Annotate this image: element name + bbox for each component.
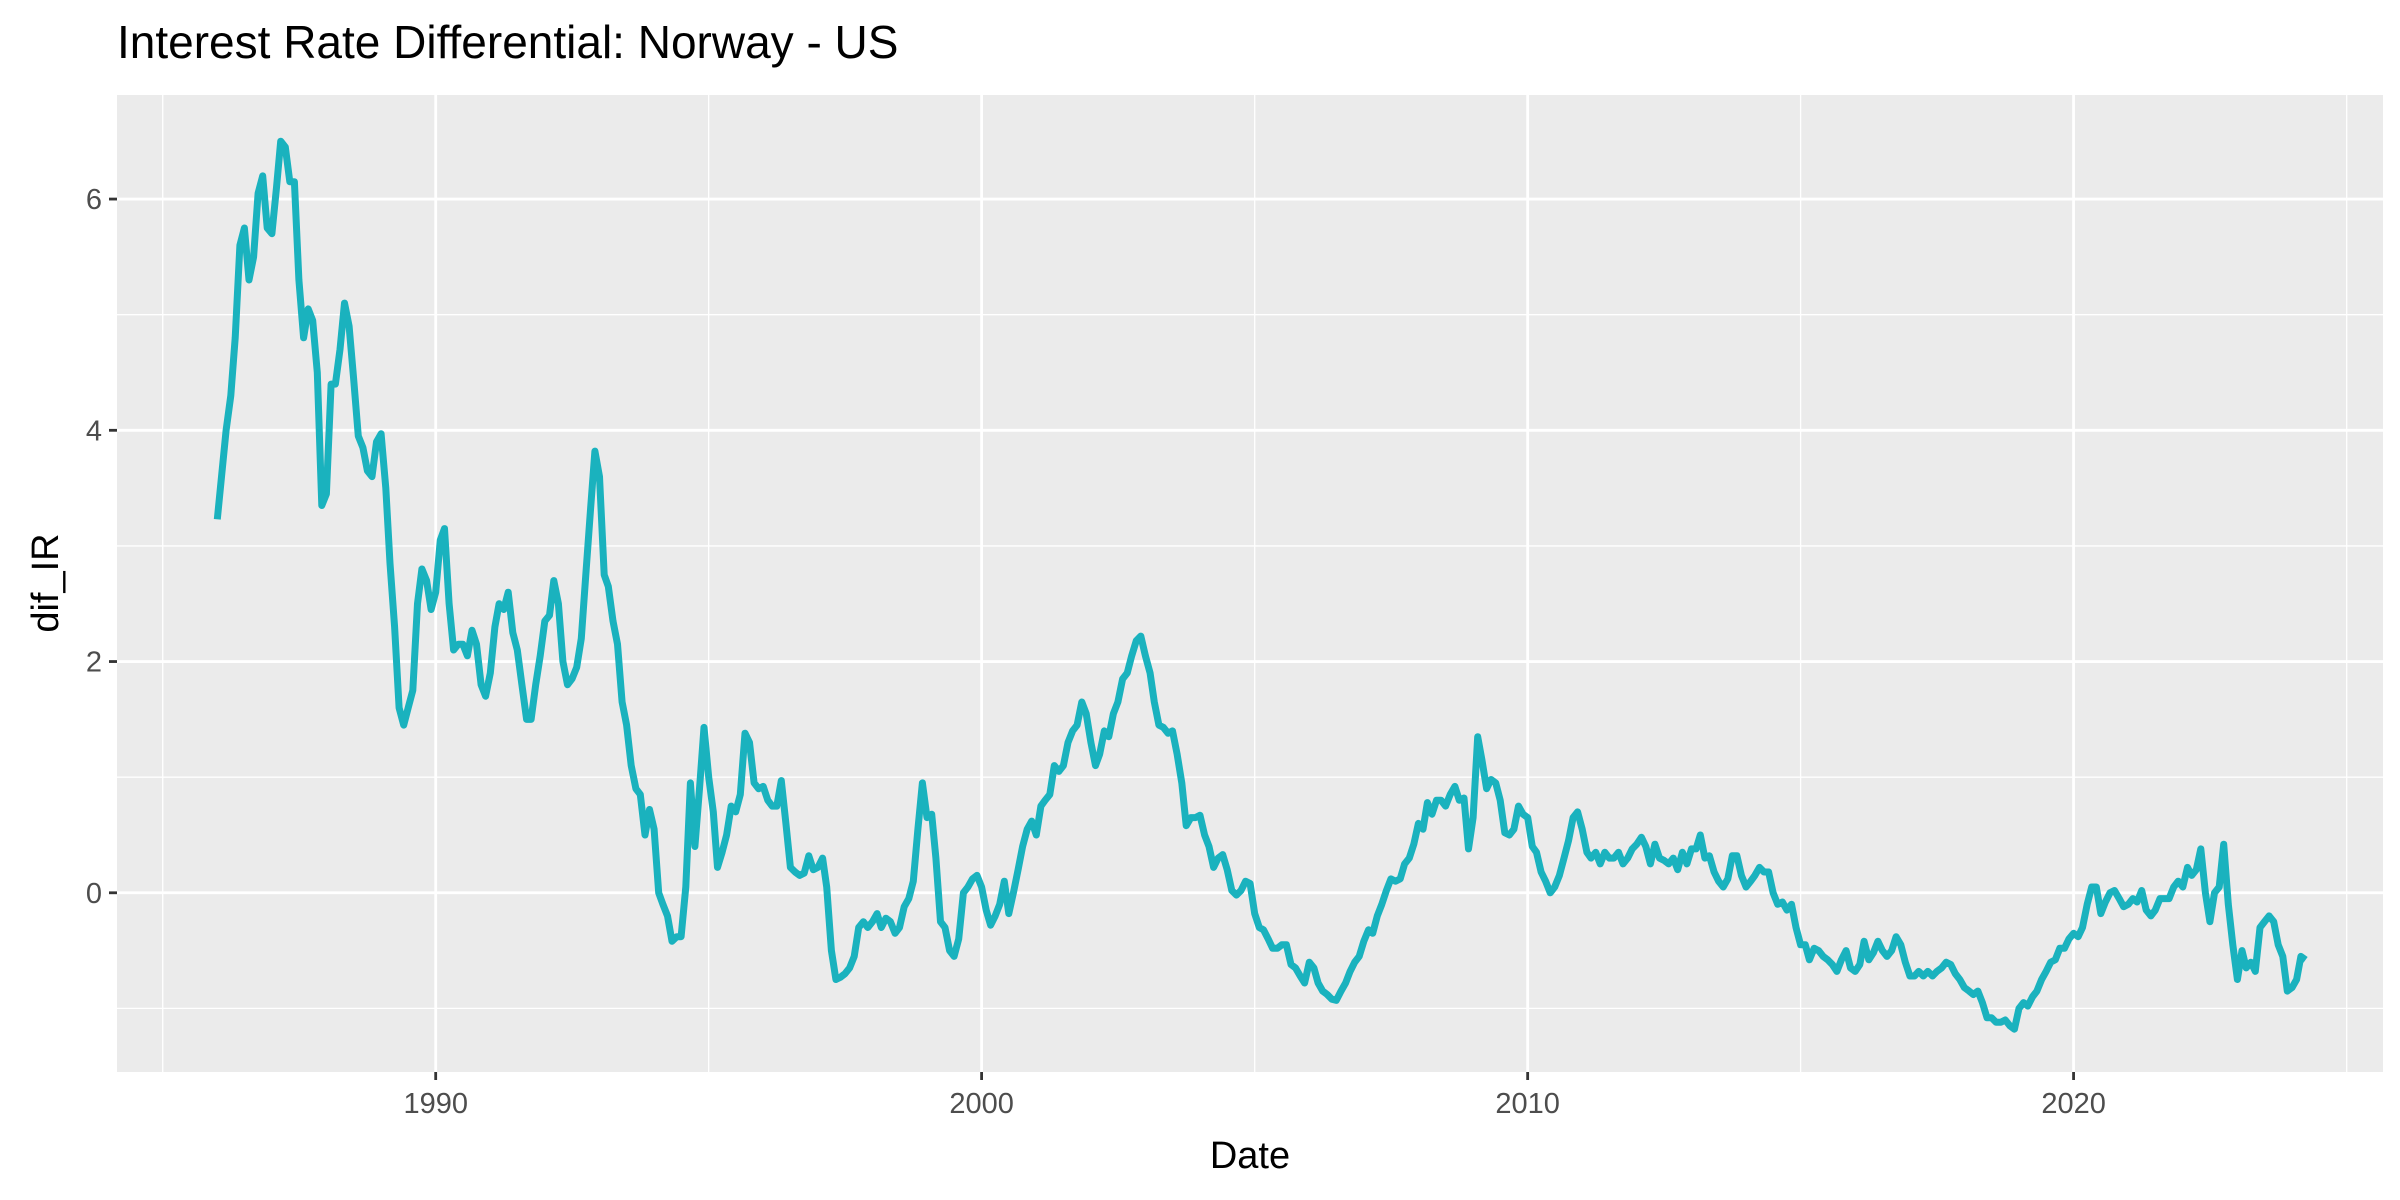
x-tick-label: 2020 xyxy=(2041,1088,2106,1120)
x-axis: 1990 2000 2010 2020 xyxy=(403,1072,2106,1120)
y-tick-label: 2 xyxy=(86,647,102,679)
x-axis-title: Date xyxy=(1210,1135,1290,1177)
x-tick-label: 1990 xyxy=(403,1088,468,1120)
x-tick-label: 2000 xyxy=(949,1088,1014,1120)
minor-gridlines xyxy=(117,95,2383,1072)
chart-title: Interest Rate Differential: Norway - US xyxy=(117,16,898,68)
y-axis-title: dif_IR xyxy=(25,533,67,632)
y-axis: 0 2 4 6 xyxy=(86,184,117,910)
y-tick-label: 6 xyxy=(86,184,102,216)
y-tick-label: 0 xyxy=(86,878,102,910)
y-tick-label: 4 xyxy=(86,415,102,447)
series-line xyxy=(213,137,2308,1033)
x-tick-label: 2010 xyxy=(1495,1088,1560,1120)
plot-panel xyxy=(117,95,2383,1072)
